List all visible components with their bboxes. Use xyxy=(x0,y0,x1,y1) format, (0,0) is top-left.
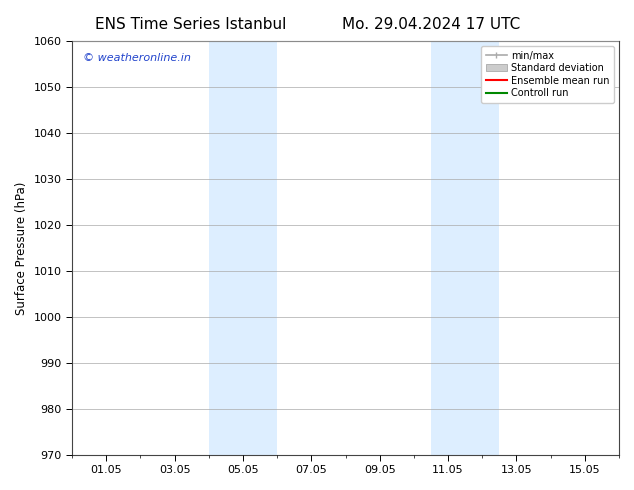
Legend: min/max, Standard deviation, Ensemble mean run, Controll run: min/max, Standard deviation, Ensemble me… xyxy=(481,46,614,103)
Y-axis label: Surface Pressure (hPa): Surface Pressure (hPa) xyxy=(15,181,28,315)
Text: ENS Time Series Istanbul: ENS Time Series Istanbul xyxy=(94,17,286,32)
Text: © weatheronline.in: © weatheronline.in xyxy=(83,53,191,64)
Text: Mo. 29.04.2024 17 UTC: Mo. 29.04.2024 17 UTC xyxy=(342,17,521,32)
Bar xyxy=(209,41,277,455)
Bar xyxy=(431,41,500,455)
